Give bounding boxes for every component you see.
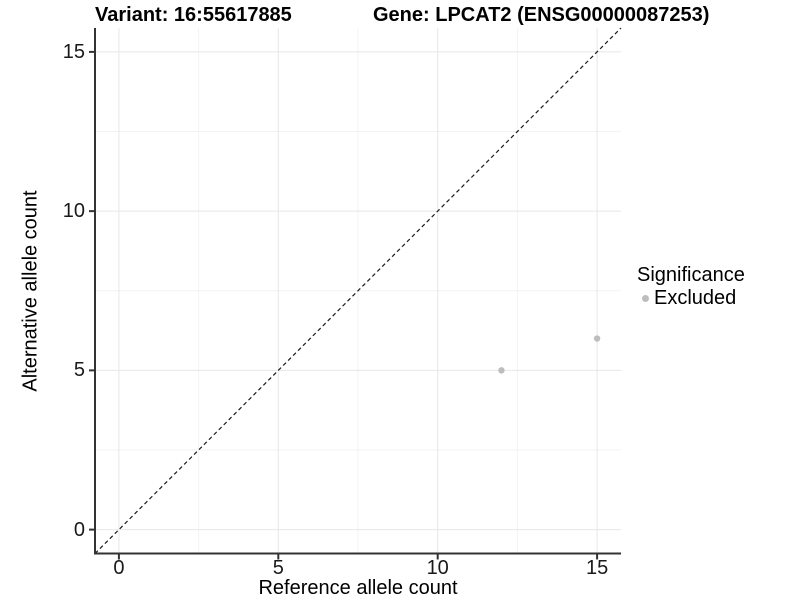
y-axis-tick-label: 15 — [62, 40, 85, 63]
excluded-point-icon — [642, 295, 649, 302]
y-axis-tick-label: 5 — [73, 359, 85, 382]
x-axis-tick-label: 0 — [113, 557, 125, 579]
y-axis-tick-label: 10 — [62, 200, 85, 223]
gene-title: Gene: LPCAT2 (ENSG00000087253) — [373, 4, 710, 26]
data-point — [498, 367, 505, 374]
legend-entry-excluded: Excluded — [637, 287, 745, 310]
identity-dashed-line — [94, 27, 622, 554]
y-axis-tick-label: 0 — [73, 518, 85, 541]
legend: Significance Excluded — [637, 264, 745, 310]
legend-title: Significance — [637, 264, 745, 286]
x-axis-tick-label: 10 — [426, 557, 449, 579]
x-axis-title: Reference allele count — [258, 577, 458, 599]
data-point — [593, 335, 601, 342]
x-axis-tick-label: 5 — [272, 557, 284, 579]
legend-entry-label: Excluded — [654, 287, 737, 309]
x-axis-tick-label: 15 — [585, 557, 609, 579]
variant-title: Variant: 16:55617885 — [95, 4, 292, 26]
